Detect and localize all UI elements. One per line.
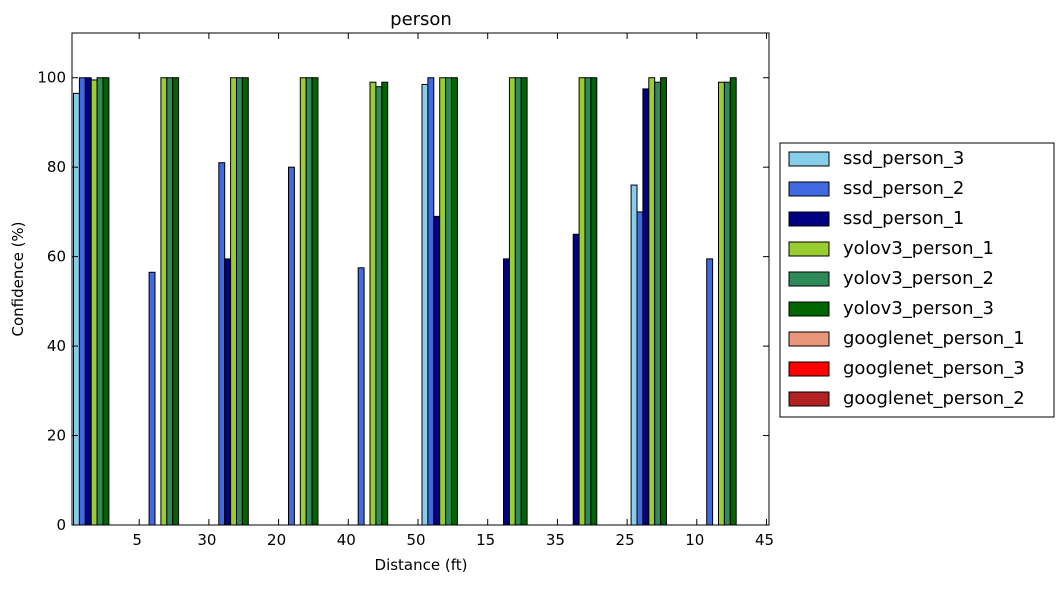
bar-ssd_person_2-50 [357,267,365,526]
legend: ssd_person_3 ssd_person_2 ssd_person_1yolo… [779,142,1055,418]
bar-yolov3_person_3-20 [241,77,249,526]
bar-yolov3_person_2-35 [514,77,522,526]
bar-yolov3_person_2-5 [96,77,104,526]
legend-swatch-yolov3_person_1 [788,241,830,257]
plot-frame [71,32,770,526]
chart-title: person [390,9,452,30]
bar-yolov3_person_1-35 [508,77,516,526]
legend-label-googlenet_person_3: googlenet_person_3 [843,358,1025,379]
bar-ssd_person_2-5 [78,77,86,526]
legend-swatch-googlenet_person_2 [788,391,830,407]
bar-yolov3_person_1-45 [718,81,725,526]
bar-yolov3_person_1-25 [578,77,586,526]
bar-ssd_person_1-20 [224,258,232,526]
bar-ssd_person_1-25 [572,233,580,526]
y-tick-label-80: 80 [47,158,66,176]
y-tick-label-40: 40 [47,337,66,355]
bar-yolov3_person_2-45 [723,81,731,526]
y-tick-label-20: 20 [47,427,66,445]
bar-yolov3_person_2-25 [584,77,592,526]
y-tick-label-0: 0 [56,516,66,534]
legend-swatch-ssd_person_3 [788,151,830,167]
legend-label-googlenet_person_1: googlenet_person_1 [843,328,1025,349]
bar-yolov3_person_1-5 [90,79,98,526]
bar-ssd_person_2-10 [636,211,644,526]
legend-label-yolov3_person_2: yolov3_person_2 [843,268,994,289]
y-axis-label: Confidence (%) [9,221,27,336]
legend-swatch-yolov3_person_3 [788,301,830,317]
bar-ssd_person_1-15 [433,215,441,526]
bar-yolov3_person_2-40 [305,77,313,526]
bar-yolov3_person_3-35 [520,77,528,526]
bar-yolov3_person_3-30 [172,77,180,526]
bar-ssd_person_2-40 [288,166,295,526]
x-tick-label-40: 40 [337,531,356,549]
x-tick-label-10: 10 [685,531,704,549]
bar-ssd_person_2-30 [148,271,156,526]
bar-yolov3_person_1-40 [299,77,307,526]
legend-swatch-ssd_person_2 [788,181,830,197]
bar-yolov3_person_2-10 [654,81,662,526]
x-tick-label-5: 5 [132,531,142,549]
bar-yolov3_person_3-45 [729,77,737,526]
legend-label-ssd_person_3: ssd_person_3 [843,148,964,169]
x-tick-label-35: 35 [546,531,565,549]
bar-ssd_person_3-15 [421,83,429,526]
legend-label-ssd_person_2: ssd_person_2 [843,178,964,199]
bar-yolov3_person_1-50 [369,81,377,526]
bar-yolov3_person_3-25 [590,77,598,526]
bar-yolov3_person_3-5 [102,77,110,526]
x-tick-label-15: 15 [476,531,495,549]
y-tick-label-60: 60 [47,248,66,266]
bar-ssd_person_2-45 [706,258,714,526]
legend-swatch-yolov3_person_2 [788,271,830,287]
bar-ssd_person_2-15 [427,77,435,526]
bar-yolov3_person_3-50 [381,81,389,526]
legend-swatch-ssd_person_1 [788,211,830,227]
bar-ssd_person_3-10 [630,184,638,526]
bar-yolov3_person_1-15 [439,77,447,526]
bar-yolov3_person_3-40 [311,77,319,526]
x-tick-label-50: 50 [406,531,425,549]
bar-yolov3_person_1-20 [230,77,238,526]
bar-ssd_person_3-5 [73,92,80,526]
x-tick-label-30: 30 [197,531,216,549]
x-tick-label-45: 45 [755,531,774,549]
bar-yolov3_person_2-30 [166,77,174,526]
bar-yolov3_person_3-10 [660,77,667,526]
y-axis: 0 20 40 60 80 100 [37,69,769,534]
bar-yolov3_person_2-20 [236,77,243,526]
x-tick-label-20: 20 [267,531,286,549]
bar-yolov3_person_2-50 [375,86,383,526]
bar-yolov3_person_2-15 [445,77,453,526]
x-tick-label-25: 25 [616,531,635,549]
legend-label-ssd_person_1: ssd_person_1 [843,208,964,229]
bars-group [73,77,737,526]
legend-swatch-googlenet_person_3 [788,361,830,377]
bar-yolov3_person_3-15 [451,77,458,526]
bar-yolov3_person_1-30 [160,77,168,526]
x-axis-label: Distance (ft) [375,556,468,574]
bar-ssd_person_1-35 [503,258,510,526]
x-axis: 5 30 20 40 50 15 35 25 10 45 [132,33,774,549]
legend-swatch-googlenet_person_1 [788,331,830,347]
y-tick-label-100: 100 [37,69,66,87]
legend-label-yolov3_person_3: yolov3_person_3 [843,298,994,319]
bar-ssd_person_1-10 [642,88,650,526]
legend-label-yolov3_person_1: yolov3_person_1 [843,238,994,259]
bar-ssd_person_2-20 [218,162,226,526]
bar-ssd_person_1-5 [84,77,92,526]
bar-yolov3_person_1-10 [648,77,656,526]
legend-label-googlenet_person_2: googlenet_person_2 [843,388,1025,409]
